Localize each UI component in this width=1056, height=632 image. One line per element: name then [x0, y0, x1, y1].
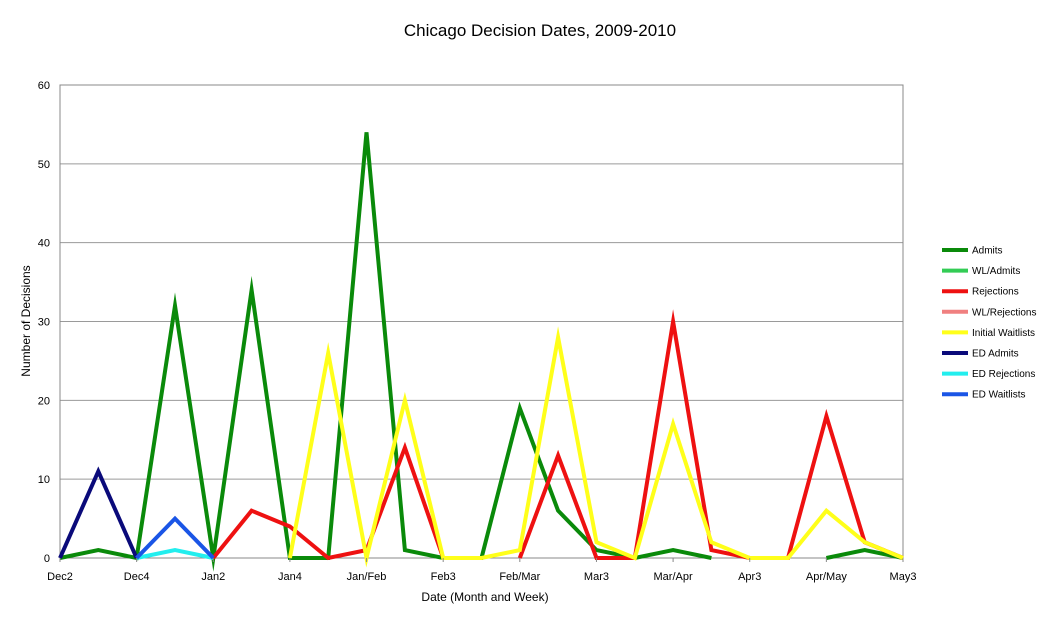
series-line-admits — [825, 548, 904, 560]
x-tick-label: Apr3 — [738, 571, 761, 583]
gridlines — [60, 163, 903, 480]
series-line-initial-waitlists — [287, 326, 904, 568]
legend-label-ed-rejections: ED Rejections — [972, 369, 1035, 380]
x-tick-label: Jan4 — [278, 571, 302, 583]
y-axis-label: Number of Decisions — [19, 265, 33, 376]
series-line-ed-waitlists — [135, 515, 215, 560]
y-tick-label: 20 — [38, 395, 50, 407]
x-tick-label: Jan2 — [201, 571, 225, 583]
series-line-rejections — [211, 441, 446, 561]
y-tick-label: 10 — [38, 474, 50, 486]
y-tick-label: 60 — [38, 80, 50, 92]
legend-label-ed-waitlists: ED Waitlists — [972, 390, 1026, 401]
y-tick-label: 50 — [38, 159, 50, 171]
series-line-admits — [59, 132, 712, 572]
x-tick-label: Dec2 — [47, 571, 73, 583]
legend-label-ed-admits: ED Admits — [972, 349, 1019, 360]
x-tick-label: Jan/Feb — [347, 571, 387, 583]
series-lines — [58, 132, 904, 572]
legend-label-admits: Admits — [972, 246, 1003, 257]
x-tick-label: Feb/Mar — [499, 571, 540, 583]
y-tick-label: 30 — [38, 317, 50, 329]
legend: Admits WL/Admits Rejections WL/Rejections In… — [942, 246, 1036, 401]
x-tick-label: Apr/May — [806, 571, 847, 583]
x-tick-label: Feb3 — [431, 571, 456, 583]
legend-label-rejections: Rejections — [972, 287, 1019, 298]
y-tick-label: 40 — [38, 238, 50, 250]
series-line-rejections — [517, 309, 904, 560]
y-tick-labels: 0 10 20 30 40 50 60 — [38, 80, 50, 565]
legend-label-wl-rejections: WL/Rejections — [972, 307, 1036, 318]
chart-title: Chicago Decision Dates, 2009-2010 — [404, 21, 676, 40]
series-line-ed-rejections — [136, 548, 214, 560]
legend-label-wl-admits: WL/Admits — [972, 266, 1020, 277]
y-tick-label: 0 — [44, 553, 50, 565]
legend-label-initial-waitlists: Initial Waitlists — [972, 328, 1035, 339]
x-tick-label: May3 — [890, 571, 917, 583]
x-axis-label: Date (Month and Week) — [421, 590, 548, 604]
x-tick-label: Mar3 — [584, 571, 609, 583]
x-tick-label: Dec4 — [124, 571, 150, 583]
x-tick-labels: Dec2 Dec4 Jan2 Jan4 Jan/Feb Feb3 Feb/Mar Mar3 Ma… — [47, 558, 916, 583]
series-line-ed-admits — [58, 466, 139, 559]
x-tick-label: Mar/Apr — [654, 571, 693, 583]
